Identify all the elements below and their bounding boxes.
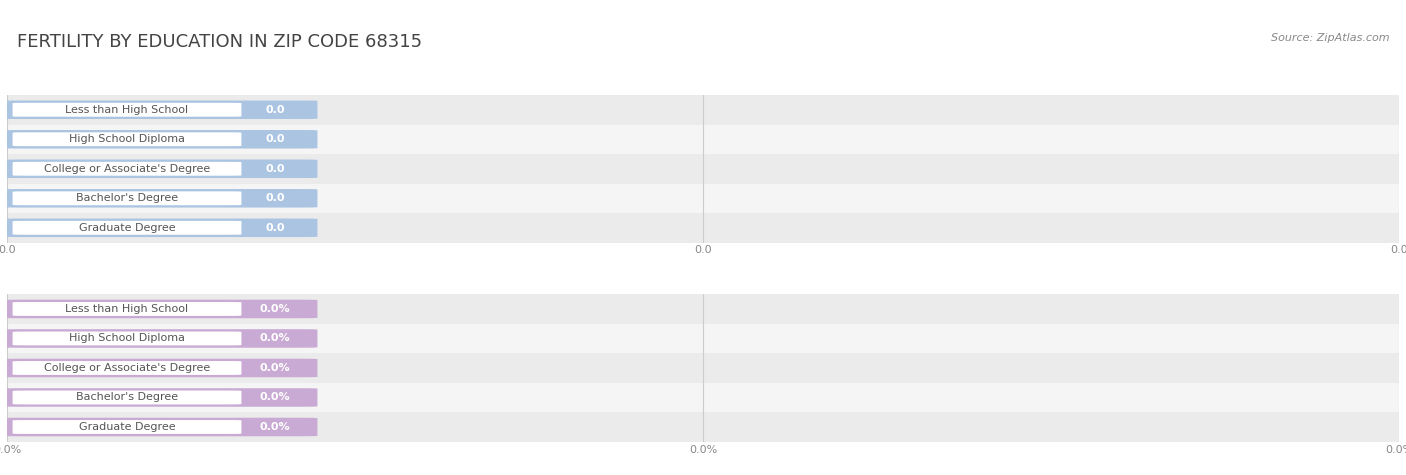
Text: 0.0: 0.0: [266, 223, 285, 233]
Bar: [7, 383, 1399, 412]
FancyBboxPatch shape: [13, 221, 242, 235]
Text: 0.0%: 0.0%: [260, 333, 291, 343]
FancyBboxPatch shape: [13, 191, 242, 205]
Text: Source: ZipAtlas.com: Source: ZipAtlas.com: [1271, 33, 1389, 43]
FancyBboxPatch shape: [3, 160, 318, 178]
Text: 0.0%: 0.0%: [260, 304, 291, 314]
Text: College or Associate's Degree: College or Associate's Degree: [44, 164, 209, 174]
FancyBboxPatch shape: [13, 390, 242, 404]
FancyBboxPatch shape: [13, 332, 242, 345]
FancyBboxPatch shape: [13, 103, 242, 117]
Bar: [7, 213, 1399, 243]
Text: 0.0%: 0.0%: [260, 363, 291, 373]
Text: College or Associate's Degree: College or Associate's Degree: [44, 363, 209, 373]
Text: 0.0%: 0.0%: [260, 422, 291, 432]
Text: Graduate Degree: Graduate Degree: [79, 422, 176, 432]
Bar: [7, 412, 1399, 442]
Text: 0.0: 0.0: [266, 134, 285, 144]
Text: 0.0%: 0.0%: [260, 392, 291, 402]
Bar: [7, 353, 1399, 383]
Text: High School Diploma: High School Diploma: [69, 134, 186, 144]
Text: 0.0: 0.0: [266, 193, 285, 203]
FancyBboxPatch shape: [13, 302, 242, 316]
Text: High School Diploma: High School Diploma: [69, 333, 186, 343]
Bar: [7, 323, 1399, 353]
FancyBboxPatch shape: [13, 162, 242, 176]
FancyBboxPatch shape: [3, 388, 318, 407]
FancyBboxPatch shape: [3, 300, 318, 318]
FancyBboxPatch shape: [3, 329, 318, 348]
FancyBboxPatch shape: [3, 130, 318, 149]
Text: 0.0: 0.0: [266, 164, 285, 174]
Text: Bachelor's Degree: Bachelor's Degree: [76, 193, 179, 203]
FancyBboxPatch shape: [13, 133, 242, 146]
FancyBboxPatch shape: [3, 359, 318, 377]
Text: 0.0: 0.0: [266, 105, 285, 115]
Text: Less than High School: Less than High School: [66, 304, 188, 314]
FancyBboxPatch shape: [3, 218, 318, 237]
Bar: [7, 95, 1399, 124]
Text: Bachelor's Degree: Bachelor's Degree: [76, 392, 179, 402]
FancyBboxPatch shape: [3, 189, 318, 208]
Bar: [7, 154, 1399, 183]
FancyBboxPatch shape: [13, 361, 242, 375]
FancyBboxPatch shape: [3, 101, 318, 119]
Bar: [7, 183, 1399, 213]
Text: FERTILITY BY EDUCATION IN ZIP CODE 68315: FERTILITY BY EDUCATION IN ZIP CODE 68315: [17, 33, 422, 51]
Bar: [7, 294, 1399, 323]
Text: Graduate Degree: Graduate Degree: [79, 223, 176, 233]
Bar: [7, 124, 1399, 154]
FancyBboxPatch shape: [3, 418, 318, 436]
FancyBboxPatch shape: [13, 420, 242, 434]
Text: Less than High School: Less than High School: [66, 105, 188, 115]
